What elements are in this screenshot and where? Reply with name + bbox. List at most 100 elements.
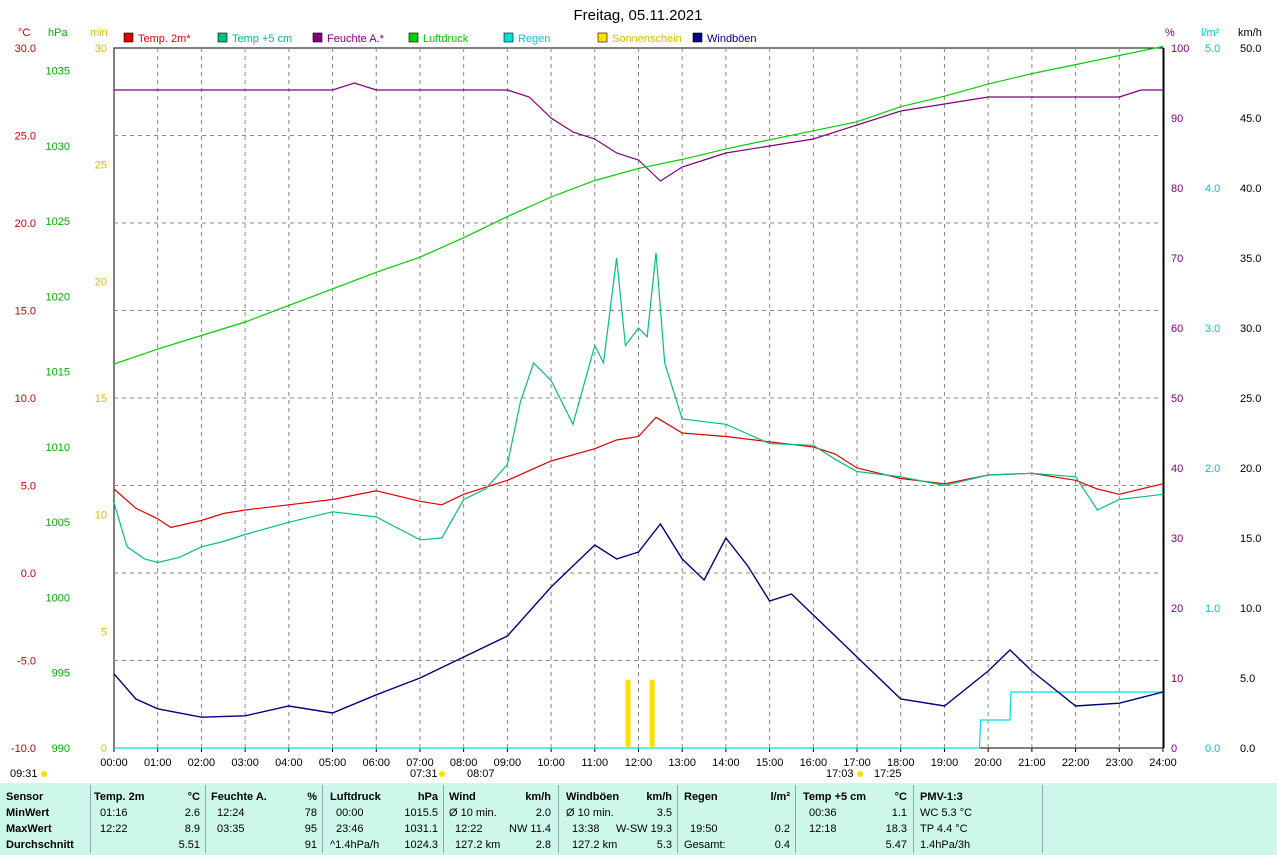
tick-pressure: 1015 xyxy=(46,367,70,379)
boeen-title: Windböen xyxy=(566,791,620,803)
sunset-start-time: 17:03 xyxy=(826,768,854,780)
legend-swatch xyxy=(312,32,323,43)
tick-temp: 10.0 xyxy=(15,393,36,405)
tick-humidity: 70 xyxy=(1171,253,1183,265)
tick-humidity: 90 xyxy=(1171,113,1183,125)
temp5-min: 1.1 xyxy=(891,807,907,819)
minwert-label: MinWert xyxy=(6,807,50,819)
tick-wind: 35.0 xyxy=(1240,253,1261,265)
tick-wind: 45.0 xyxy=(1240,113,1261,125)
tick-rain: 1.0 xyxy=(1205,603,1220,615)
unit-celsius: °C xyxy=(18,27,30,39)
stats-temp5: Temp +5 cm °C 00:36 1.1 12:18 18.3 5.47 xyxy=(803,783,911,855)
tick-humidity: 100 xyxy=(1171,43,1189,55)
tick-time: 04:00 xyxy=(275,757,303,769)
boeen-r3-label: 127.2 km xyxy=(572,839,618,851)
legend-label: Regen xyxy=(518,33,550,45)
luftdruck-unit: hPa xyxy=(417,791,438,803)
unit-lm2: l/m² xyxy=(1201,27,1220,39)
chart-legend: Temp. 2m* Temp +5 cm Feuchte A.* Luftdruck R… xyxy=(123,32,757,45)
luftdruck-trend: ^1.4hPa/h xyxy=(330,839,380,851)
temp5-unit: °C xyxy=(894,791,907,803)
tick-humidity: 20 xyxy=(1171,603,1183,615)
tick-time: 13:00 xyxy=(668,757,696,769)
tick-humidity: 30 xyxy=(1171,533,1183,545)
feuchte-min-time: 12:24 xyxy=(217,807,245,819)
regen-title: Regen xyxy=(684,791,718,803)
tick-time: 14:00 xyxy=(712,757,740,769)
tick-temp: -10.0 xyxy=(11,743,36,755)
tick-time: 09:00 xyxy=(494,757,522,769)
tick-rain: 3.0 xyxy=(1205,323,1220,335)
tick-time: 03:00 xyxy=(231,757,259,769)
tick-time: 16:00 xyxy=(800,757,828,769)
tick-wind: 15.0 xyxy=(1240,533,1261,545)
tick-sunshine: 25 xyxy=(95,160,107,172)
unit-hpa: hPa xyxy=(48,27,68,39)
tick-time: 22:00 xyxy=(1062,757,1090,769)
tick-humidity: 50 xyxy=(1171,393,1183,405)
sunset-time: 17:25 xyxy=(874,768,902,780)
feuchte-min: 78 xyxy=(304,807,317,819)
legend-label: Sonnenschein xyxy=(612,33,682,45)
wind-title: Wind xyxy=(449,791,476,803)
tick-rain: 2.0 xyxy=(1205,463,1220,475)
stats-temp2m: Temp. 2m °C 01:16 2.6 12:22 8.9 5.51 xyxy=(94,783,204,855)
sunrise-time: 07:31 xyxy=(410,768,438,780)
regen-r2-time: 19:50 xyxy=(690,823,718,835)
boeen-r2-val: W-SW 19.3 xyxy=(615,823,672,835)
wind-r3-label: 127.2 km xyxy=(455,839,501,851)
stats-feuchte: Feuchte A.% 12:24 78 03:35 95 91 xyxy=(211,783,321,855)
legend-swatch xyxy=(503,32,514,43)
tick-time: 08:00 xyxy=(450,757,478,769)
wind-r3-val: 2.8 xyxy=(535,839,551,851)
feuchte-unit: % xyxy=(307,791,317,803)
luftdruck-avg: 1024.3 xyxy=(404,839,438,851)
boeen-r3-val: 5.3 xyxy=(656,839,672,851)
temp2m-max-time: 12:22 xyxy=(100,823,128,835)
luftdruck-min: 1015.5 xyxy=(404,807,438,819)
tick-pressure: 1010 xyxy=(46,442,70,454)
wind-r1-val: 2.0 xyxy=(535,807,551,819)
chart-series xyxy=(113,45,1164,749)
tick-temp: 5.0 xyxy=(21,481,36,493)
stats-wind: Wind km/h Ø 10 min. 2.0 12:22 NW 11.4 127.2… xyxy=(449,783,555,855)
boeen-r2-time: 13:38 xyxy=(572,823,600,835)
regen-r2-val: 0.2 xyxy=(774,823,790,835)
unit-kmh: km/h xyxy=(1238,27,1262,39)
temp2m-min: 2.6 xyxy=(184,807,200,819)
tick-humidity: 10 xyxy=(1171,673,1183,685)
legend-swatch xyxy=(408,32,419,43)
maxwert-label: MaxWert xyxy=(6,823,52,835)
luftdruck-title: Luftdruck xyxy=(330,791,381,803)
tick-time: 10:00 xyxy=(537,757,565,769)
stats-labels: Sensor MinWert MaxWert Durchschnitt xyxy=(6,783,90,855)
feuchte-avg: 91 xyxy=(304,839,317,851)
regen-unit: l/m² xyxy=(770,791,790,803)
regen-r3-label: Gesamt: xyxy=(684,839,726,851)
tick-time: 01:00 xyxy=(144,757,172,769)
temp5-max-time: 12:18 xyxy=(809,823,837,835)
tick-humidity: 40 xyxy=(1171,463,1183,475)
temp5-avg: 5.47 xyxy=(885,839,907,851)
boeen-unit: km/h xyxy=(646,791,672,803)
legend-swatch xyxy=(123,32,134,43)
sunrise-icon xyxy=(439,771,445,777)
tick-time: 06:00 xyxy=(362,757,390,769)
weather-chart: 30.0 25.0 20.0 15.0 10.0 5.0 0.0 -5.0 -10.0 1035 1… xyxy=(10,7,1262,780)
tick-time: 12:00 xyxy=(625,757,653,769)
tick-pressure: 1020 xyxy=(46,291,70,303)
tick-temp: 25.0 xyxy=(15,131,36,143)
series-line-regen xyxy=(114,691,1163,749)
tick-sunshine: 0 xyxy=(101,743,107,755)
unit-min: min xyxy=(90,27,108,39)
temp2m-max: 8.9 xyxy=(184,823,200,835)
tick-temp: 0.0 xyxy=(21,568,36,580)
temp2m-unit: °C xyxy=(187,791,200,803)
chart-grid xyxy=(113,47,1165,749)
legend-swatch xyxy=(217,32,228,43)
tick-pressure: 995 xyxy=(52,668,70,680)
legend-label: Temp. 2m* xyxy=(138,33,191,45)
tick-wind: 0.0 xyxy=(1240,743,1255,755)
statistics-table: Sensor MinWert MaxWert Durchschnitt Temp… xyxy=(0,783,1277,855)
